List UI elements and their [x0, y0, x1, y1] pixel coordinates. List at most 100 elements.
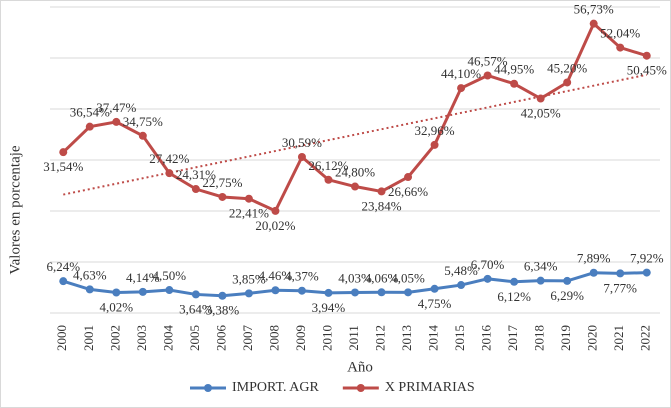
data-label: 30,59%: [282, 135, 322, 150]
data-point: [138, 287, 147, 296]
data-point: [483, 71, 492, 80]
data-label: 34,75%: [123, 114, 163, 129]
data-point: [536, 276, 545, 285]
data-point: [510, 79, 519, 88]
data-point: [430, 284, 439, 293]
x-tick-label: 2008: [266, 325, 281, 351]
data-point: [112, 288, 121, 297]
data-point: [138, 131, 147, 140]
data-label: 45,20%: [547, 60, 587, 75]
x-tick-label: 2015: [452, 325, 467, 351]
data-label: 7,92%: [630, 251, 664, 266]
data-label: 24,80%: [335, 165, 375, 180]
data-point: [536, 94, 545, 103]
x-tick-label: 2001: [81, 325, 96, 351]
data-point: [457, 84, 466, 93]
x-tick-label: 2019: [558, 325, 573, 351]
data-point: [218, 192, 227, 201]
x-tick-label: 2009: [293, 325, 308, 351]
data-label: 22,75%: [202, 175, 242, 190]
data-point: [191, 185, 200, 194]
data-point: [510, 277, 519, 286]
data-label: 6,70%: [471, 257, 505, 272]
x-tick-label: 2010: [319, 325, 334, 351]
data-label: 52,04%: [600, 26, 640, 41]
data-point: [165, 286, 174, 295]
data-point: [616, 43, 625, 52]
data-point: [297, 286, 306, 295]
data-point: [244, 289, 253, 298]
data-label: 3,85%: [232, 271, 266, 286]
data-label: 6,34%: [524, 259, 558, 274]
data-point: [483, 274, 492, 283]
data-point: [297, 152, 306, 161]
data-label: 26,12%: [308, 158, 348, 173]
x-tick-label: 2007: [240, 325, 255, 352]
x-tick-label: 2020: [585, 325, 600, 351]
data-point: [563, 78, 572, 87]
data-point: [271, 206, 280, 215]
data-label: 4,06%: [365, 270, 399, 285]
legend-marker: [356, 384, 365, 392]
data-point: [191, 290, 200, 299]
data-point: [642, 268, 651, 277]
y-axis-title: Valores en porcentaje: [7, 145, 23, 274]
data-point: [377, 288, 386, 297]
data-label: 46,57%: [468, 53, 508, 68]
x-tick-label: 2002: [107, 325, 122, 351]
data-label: 4,50%: [153, 268, 187, 283]
data-label: 5,48%: [444, 263, 478, 278]
data-point: [404, 288, 413, 297]
data-point: [218, 291, 227, 300]
data-point: [351, 288, 359, 297]
data-label: 20,02%: [255, 218, 295, 233]
data-point: [404, 173, 413, 182]
data-label: 7,77%: [603, 280, 637, 295]
data-label: 31,54%: [43, 159, 83, 174]
data-label: 4,37%: [285, 269, 319, 284]
x-tick-label: 2014: [426, 325, 441, 352]
data-label: 24,31%: [176, 167, 216, 182]
data-label: 36,54%: [70, 105, 110, 120]
data-label: 4,14%: [126, 270, 160, 285]
data-label: 3,94%: [312, 300, 346, 315]
x-tick-label: 2021: [611, 325, 626, 351]
data-point: [589, 19, 598, 28]
x-tick-label: 2000: [54, 325, 69, 351]
data-point: [430, 140, 439, 149]
data-point: [165, 169, 174, 178]
data-point: [85, 122, 94, 131]
x-tick-label: 2011: [346, 325, 361, 351]
x-tick-label: 2017: [505, 325, 520, 352]
data-label: 44,10%: [441, 66, 481, 81]
data-label: 37,47%: [96, 100, 136, 115]
data-label: 3,38%: [206, 303, 240, 318]
data-point: [324, 288, 333, 297]
data-point: [563, 276, 572, 285]
x-tick-label: 2004: [160, 325, 175, 352]
x-tick-label: 2005: [187, 325, 202, 351]
data-point: [59, 148, 68, 157]
data-label: 6,29%: [550, 288, 584, 303]
data-point: [616, 269, 625, 278]
data-label: 6,24%: [46, 259, 80, 274]
data-point: [324, 175, 333, 184]
data-label: 32,96%: [415, 123, 455, 138]
data-point: [351, 182, 359, 191]
data-point: [377, 187, 386, 196]
x-tick-label: 2022: [638, 325, 653, 351]
data-label: 42,05%: [521, 106, 561, 121]
x-tick-label: 2018: [532, 325, 547, 351]
data-label: 4,46%: [259, 268, 293, 283]
x-tick-label: 2013: [399, 325, 414, 351]
data-label: 4,63%: [73, 267, 107, 282]
data-point: [85, 285, 94, 294]
data-label: 7,89%: [577, 251, 611, 266]
x-tick-label: 2012: [373, 325, 388, 351]
x-axis-title: Año: [347, 359, 373, 375]
data-label: 22,41%: [229, 206, 269, 221]
legend-label: IMPORT. AGR: [232, 380, 319, 395]
data-label: 23,84%: [361, 198, 401, 213]
